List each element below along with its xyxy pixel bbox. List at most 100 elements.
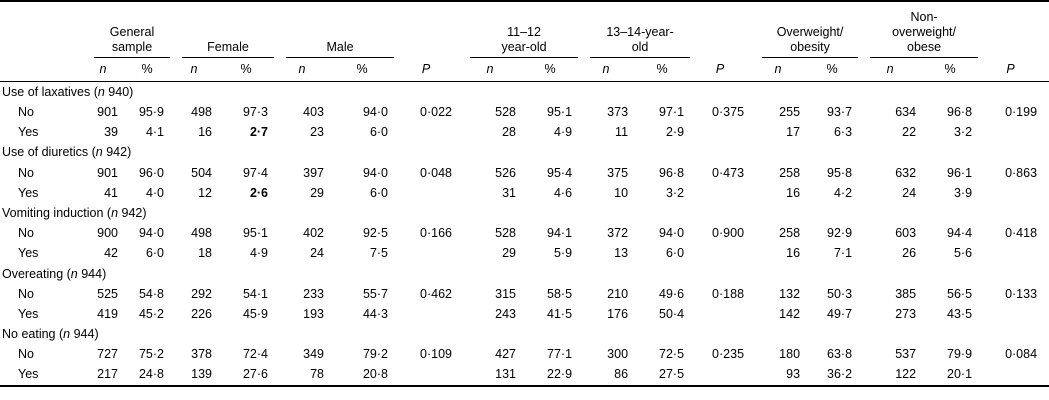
value-cell: 78: [310, 367, 325, 382]
value-cell: 498: [191, 226, 213, 241]
column-header-percent: %: [528, 58, 585, 83]
data-row-no-eating-yes: Yes 217 24·8 139 27·6 78 20·8 131 22·9 86 27·5 93 36…: [0, 365, 1049, 386]
value-cell: 419: [97, 306, 118, 321]
value-cell: 94·0: [362, 105, 389, 120]
value-cell: 93: [786, 367, 801, 382]
column-group-label: Male: [286, 40, 395, 59]
group-header-row: General sample Female Male 11–12 year-old 13…: [0, 1, 1049, 83]
value-cell: 0·199: [1005, 105, 1038, 120]
value-cell: 526: [495, 165, 517, 180]
value-cell: 54·1: [242, 286, 269, 301]
value-cell: 94·1: [547, 226, 573, 241]
value-cell: 54·8: [138, 286, 165, 301]
section-title: Overeating (n 944): [2, 266, 107, 281]
value-cell: 96·1: [947, 165, 973, 180]
value-cell: 41: [104, 185, 118, 200]
value-cell: 18: [198, 246, 213, 261]
value-cell: 0·188: [712, 286, 745, 301]
value-cell: 603: [895, 226, 917, 241]
value-cell: 23: [310, 125, 325, 140]
row-label: No: [18, 105, 34, 120]
value-cell: 96·0: [138, 165, 165, 180]
value-cell: [696, 304, 756, 324]
data-row-no-eating-no: No 727 75·2 378 72·4 349 79·2 0·109 427 77·1 300 72…: [0, 345, 1049, 365]
value-cell: 2·7: [249, 125, 269, 140]
column-group-male: Male: [280, 1, 400, 59]
value-cell: 6·0: [369, 125, 389, 140]
column-header-percent: %: [224, 58, 281, 83]
value-cell: 24·8: [138, 367, 165, 382]
value-cell: 50·4: [659, 306, 685, 321]
value-cell: [984, 183, 1049, 203]
value-cell: 45·9: [242, 306, 269, 321]
value-cell: 29: [310, 185, 325, 200]
value-cell: 176: [607, 306, 629, 321]
value-cell: 97·4: [242, 165, 269, 180]
data-row-use-of-laxatives-no: No 901 95·9 498 97·3 403 94·0 0·022 528 95·1 373 97…: [0, 102, 1049, 122]
value-cell: 6·0: [369, 185, 389, 200]
column-group-13-14-year-old: 13–14-year- old: [584, 1, 696, 59]
value-cell: 0·375: [712, 105, 745, 120]
value-cell: 0·462: [420, 286, 453, 301]
column-group-label: Non- overweight/ obese: [870, 10, 979, 59]
value-cell: 79·2: [362, 347, 389, 362]
value-cell: 4·9: [553, 125, 573, 140]
value-cell: 16: [786, 246, 801, 261]
weight-control-behaviours-table: General sample Female Male 11–12 year-old 13…: [0, 0, 1049, 388]
value-cell: 258: [779, 226, 801, 241]
value-cell: 43·5: [947, 306, 973, 321]
section-header-row-vomiting-induction: Vomiting induction (n 942): [0, 203, 1049, 223]
value-cell: 41·5: [547, 306, 573, 321]
value-cell: 258: [779, 165, 801, 180]
column-group-label: Overweight/ obesity: [762, 25, 859, 59]
value-cell: 92·5: [362, 226, 389, 241]
value-cell: 26: [902, 246, 917, 261]
value-cell: 727: [97, 347, 118, 362]
value-cell: [400, 123, 464, 143]
value-cell: 95·9: [138, 105, 165, 120]
column-group-label: Female: [182, 40, 275, 59]
value-cell: 632: [895, 165, 917, 180]
column-header-percent: %: [812, 58, 865, 83]
value-cell: 528: [495, 105, 517, 120]
value-cell: 5·6: [953, 246, 973, 261]
value-cell: [400, 244, 464, 264]
column-group-overweight-obesity: Overweight/ obesity: [756, 1, 864, 59]
value-cell: 20·1: [947, 367, 973, 382]
value-cell: [984, 123, 1049, 143]
value-cell: 300: [607, 347, 629, 362]
value-cell: 72·5: [659, 347, 685, 362]
value-cell: 24: [902, 185, 917, 200]
value-cell: 217: [97, 367, 118, 382]
column-header-n: n: [88, 58, 130, 83]
section-header-row-use-of-diuretics: Use of diuretics (n 942): [0, 143, 1049, 163]
value-cell: 94·0: [362, 165, 389, 180]
value-cell: 403: [303, 105, 325, 120]
value-cell: 36·2: [827, 367, 853, 382]
row-label: Yes: [18, 246, 39, 261]
value-cell: 3·2: [953, 125, 973, 140]
column-header-n: n: [584, 58, 641, 83]
value-cell: 49·7: [827, 306, 853, 321]
value-cell: [696, 365, 756, 386]
value-cell: 210: [607, 286, 629, 301]
column-group-label: 11–12 year-old: [470, 25, 579, 59]
section-title: Vomiting induction (n 942): [2, 205, 147, 220]
row-label: No: [18, 347, 34, 362]
value-cell: 378: [191, 347, 213, 362]
value-cell: 45·2: [138, 306, 165, 321]
value-cell: 16: [198, 125, 213, 140]
value-cell: 13: [614, 246, 629, 261]
value-cell: 22·9: [547, 367, 573, 382]
column-header-n: n: [756, 58, 813, 83]
value-cell: 49·6: [659, 286, 685, 301]
value-cell: 56·5: [947, 286, 973, 301]
value-cell: 3·9: [953, 185, 973, 200]
value-cell: 50·3: [827, 286, 853, 301]
value-cell: 0·109: [420, 347, 453, 362]
value-cell: [696, 244, 756, 264]
column-header-p: P: [696, 58, 757, 83]
value-cell: 4·6: [553, 185, 573, 200]
section-header-row-no-eating: No eating (n 944): [0, 325, 1049, 345]
table-body: Use of laxatives (n 940) No 901 95·9 498 97·3…: [0, 82, 1049, 386]
